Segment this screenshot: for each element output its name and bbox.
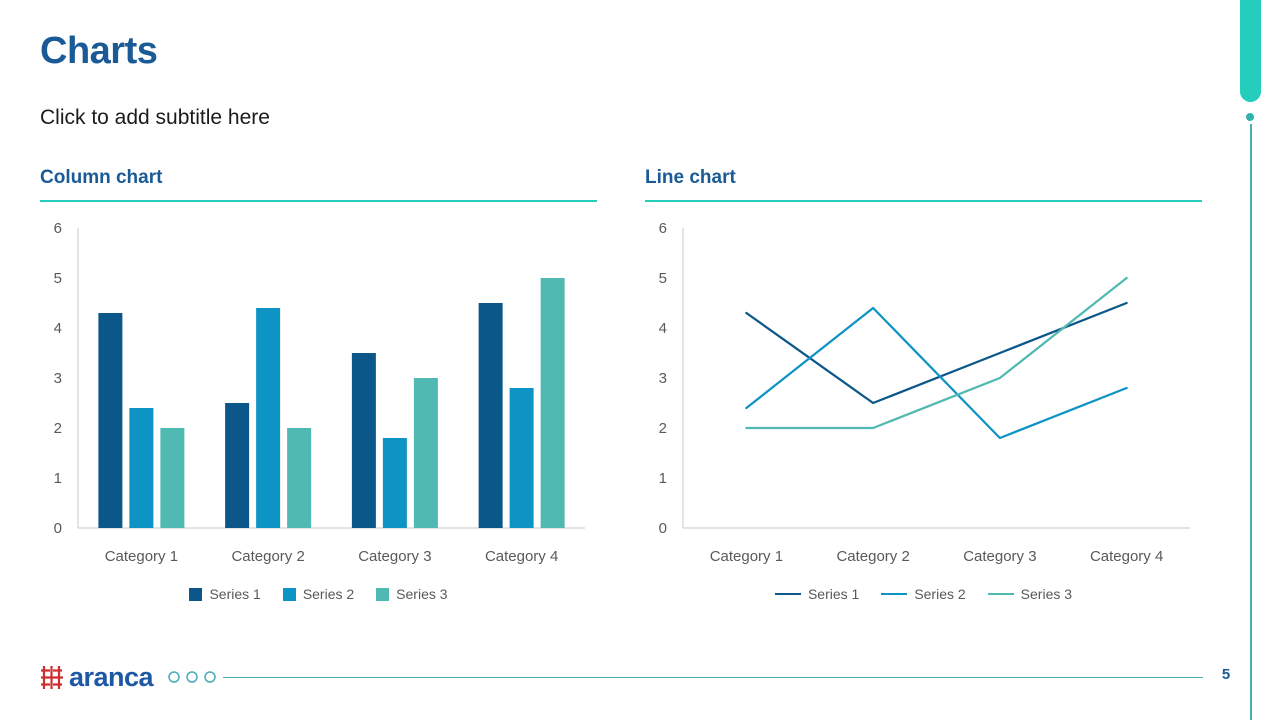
svg-text:Category 3: Category 3 [358, 548, 431, 565]
legend-swatch [189, 587, 203, 601]
line-chart-title: Line chart [645, 165, 1202, 202]
y-tick-labels: 0 1 2 3 4 5 6 [54, 220, 62, 537]
lines [745, 276, 1128, 440]
bar [256, 308, 281, 528]
legend-label: Series 1 [807, 586, 860, 602]
page-number: 5 [1221, 666, 1231, 683]
svg-text:1: 1 [54, 470, 62, 487]
legend-swatch [282, 587, 296, 601]
svg-text:3: 3 [659, 370, 667, 387]
bar [540, 278, 565, 528]
bar [413, 378, 438, 528]
svg-text:1: 1 [659, 470, 667, 487]
bar [160, 428, 185, 528]
bar [129, 408, 154, 528]
legend-label: Series 2 [302, 586, 355, 602]
bar [287, 428, 312, 528]
brand-glyph-icon [41, 665, 63, 689]
bar [98, 313, 123, 528]
legend-item: Series 1 [774, 586, 860, 602]
svg-text:3: 3 [54, 370, 62, 387]
svg-text:5: 5 [659, 270, 667, 287]
x-category-labels: Category 1 Category 2 Category 3 Category 4 [105, 548, 559, 565]
line-series [745, 306, 1128, 440]
svg-text:Category 3: Category 3 [963, 548, 1036, 565]
bar [225, 403, 250, 528]
legend-swatch [881, 592, 908, 596]
legend-item: Series 3 [376, 586, 448, 602]
footer-circles-icon [168, 671, 216, 683]
legend-item: Series 2 [282, 586, 355, 602]
legend-swatch [987, 592, 1014, 596]
legend-label: Series 2 [914, 586, 966, 602]
svg-text:6: 6 [54, 220, 62, 237]
legend-label: Series 3 [1020, 586, 1073, 602]
svg-text:2: 2 [54, 420, 62, 437]
bars [98, 278, 565, 528]
footer: aranca [40, 661, 1203, 693]
x-category-labels: Category 1 Category 2 Category 3 Category 4 [710, 548, 1164, 565]
legend-label: Series 1 [209, 586, 261, 602]
line-series [745, 301, 1128, 405]
legend-swatch [376, 587, 390, 601]
legend-label: Series 3 [396, 586, 448, 602]
axes [682, 228, 1190, 529]
side-accent-dot [1246, 113, 1254, 121]
bar [478, 303, 503, 528]
side-accent-capsule [1240, 0, 1261, 102]
bar [382, 438, 407, 528]
column-chart-legend: Series 1 Series 2 Series 3 [40, 586, 597, 602]
svg-text:6: 6 [659, 220, 667, 237]
column-chart-panel: Column chart 0 1 2 3 4 5 6 Category 1 Category 2… [40, 165, 597, 602]
brand-logo: aranca [40, 661, 154, 692]
svg-text:0: 0 [659, 520, 667, 537]
svg-text:2: 2 [659, 420, 667, 437]
slide-title: Charts [40, 30, 158, 72]
side-accent-line [1250, 124, 1252, 720]
footer-rule [223, 676, 1203, 678]
svg-text:Category 1: Category 1 [105, 548, 178, 565]
brand-wordmark: aranca [69, 661, 154, 692]
legend-swatch [774, 592, 801, 596]
svg-text:Category 2: Category 2 [836, 548, 909, 565]
line-chart-panel: Line chart 0 1 2 3 4 5 6 Category 1 Category 2 Ca… [645, 165, 1202, 602]
line-series [745, 276, 1128, 430]
bar [351, 353, 376, 528]
svg-text:Category 4: Category 4 [485, 548, 558, 565]
legend-item: Series 2 [881, 586, 966, 602]
legend-item: Series 1 [189, 586, 261, 602]
svg-text:5: 5 [54, 270, 62, 287]
bar [509, 388, 534, 528]
svg-text:0: 0 [54, 520, 62, 537]
svg-text:Category 2: Category 2 [231, 548, 304, 565]
svg-text:Category 1: Category 1 [710, 548, 783, 565]
subtitle-placeholder[interactable]: Click to add subtitle here [40, 106, 270, 129]
svg-text:4: 4 [659, 320, 667, 337]
column-chart-title: Column chart [40, 165, 597, 202]
y-tick-labels: 0 1 2 3 4 5 6 [659, 220, 667, 537]
line-chart-legend: Series 1 Series 2 Series 3 [645, 586, 1202, 602]
axes [77, 228, 585, 529]
legend-item: Series 3 [987, 586, 1073, 602]
svg-text:4: 4 [54, 320, 62, 337]
svg-text:Category 4: Category 4 [1090, 548, 1163, 565]
